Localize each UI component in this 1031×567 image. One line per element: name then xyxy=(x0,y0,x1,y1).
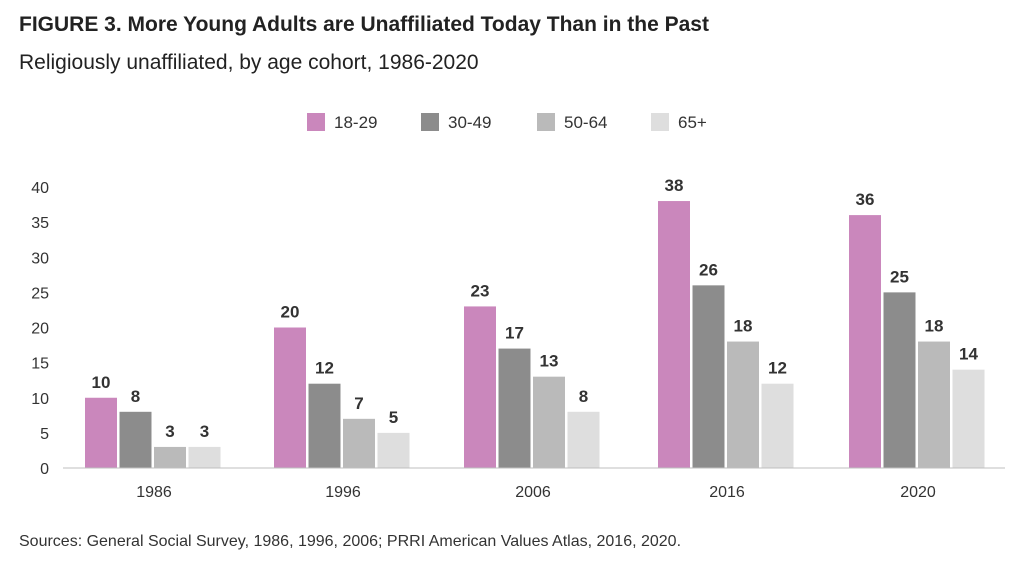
bar-30-49-2016 xyxy=(692,285,725,468)
bar-65+-2020 xyxy=(952,369,985,468)
bar-value-label: 12 xyxy=(768,359,787,378)
y-tick-label: 35 xyxy=(31,215,49,232)
bar-value-label: 18 xyxy=(925,317,944,336)
bar-value-label: 12 xyxy=(315,359,334,378)
legend-swatch xyxy=(537,113,555,131)
bar-value-label: 17 xyxy=(505,324,524,343)
y-tick-label: 5 xyxy=(40,426,49,443)
y-tick-label: 20 xyxy=(31,321,49,338)
bar-18-29-2016 xyxy=(658,201,690,469)
source-note: Sources: General Social Survey, 1986, 19… xyxy=(19,533,682,550)
bar-value-label: 14 xyxy=(959,345,978,364)
bar-50-64-2006 xyxy=(533,376,565,468)
x-tick-label: 2006 xyxy=(515,484,551,501)
y-tick-label: 10 xyxy=(31,391,49,408)
x-tick-label: 2020 xyxy=(900,484,936,501)
bar-value-label: 13 xyxy=(540,352,559,371)
legend-label: 18-29 xyxy=(334,113,377,132)
legend-swatch xyxy=(307,113,325,131)
legend-swatch xyxy=(421,113,439,131)
bar-30-49-2020 xyxy=(883,292,916,468)
bar-18-29-1996 xyxy=(274,327,306,468)
bar-50-64-2016 xyxy=(727,341,759,468)
bar-value-label: 38 xyxy=(665,176,684,195)
bar-value-label: 3 xyxy=(200,422,209,441)
bar-value-label: 8 xyxy=(579,387,588,406)
x-axis: 1986 1996 2006 2016 2020 xyxy=(63,467,1005,501)
chart-subtitle: Religiously unaffiliated, by age cohort,… xyxy=(19,51,479,74)
y-tick-label: 0 xyxy=(40,461,49,478)
bar-value-label: 23 xyxy=(471,281,490,300)
bar-50-64-1986 xyxy=(154,446,186,468)
bar-30-49-1996 xyxy=(308,383,341,468)
legend: 18-29 30-49 50-64 65+ xyxy=(307,113,707,132)
legend-label: 30-49 xyxy=(448,113,491,132)
bar-value-label: 18 xyxy=(734,317,753,336)
bar-value-label: 5 xyxy=(389,408,398,427)
bar-value-label: 36 xyxy=(856,190,875,209)
bar-18-29-2020 xyxy=(849,215,881,468)
bar-65+-1986 xyxy=(188,446,221,468)
chart-title: FIGURE 3. More Young Adults are Unaffili… xyxy=(19,13,709,36)
bar-value-label: 10 xyxy=(92,373,111,392)
x-tick-label: 1996 xyxy=(325,484,361,501)
bar-18-29-1986 xyxy=(85,397,117,468)
bar-value-label: 3 xyxy=(165,422,174,441)
x-tick-label: 2016 xyxy=(709,484,745,501)
legend-swatch xyxy=(651,113,669,131)
bar-50-64-1996 xyxy=(343,418,375,468)
bars: 10 8 3 3 20 12 7 5 23 17 13 8 38 26 18 12 36 25 18 14 xyxy=(85,176,985,469)
bar-65+-1996 xyxy=(377,432,410,468)
bar-value-label: 8 xyxy=(131,387,140,406)
y-tick-label: 15 xyxy=(31,356,49,373)
bar-65+-2016 xyxy=(761,383,794,468)
bar-30-49-1986 xyxy=(119,411,152,468)
bar-value-label: 7 xyxy=(354,394,363,413)
y-tick-label: 40 xyxy=(31,180,49,197)
y-axis: 0 5 10 15 20 25 30 35 40 xyxy=(31,180,49,478)
bar-30-49-2006 xyxy=(498,348,531,468)
legend-label: 65+ xyxy=(678,113,707,132)
bar-value-label: 25 xyxy=(890,267,909,286)
legend-label: 50-64 xyxy=(564,113,607,132)
y-tick-label: 30 xyxy=(31,250,49,267)
y-tick-label: 25 xyxy=(31,285,49,302)
x-tick-label: 1986 xyxy=(136,484,172,501)
bar-value-label: 26 xyxy=(699,260,718,279)
bar-18-29-2006 xyxy=(464,306,496,468)
bar-value-label: 20 xyxy=(281,303,300,322)
bar-65+-2006 xyxy=(567,411,600,468)
bar-50-64-2020 xyxy=(918,341,950,468)
